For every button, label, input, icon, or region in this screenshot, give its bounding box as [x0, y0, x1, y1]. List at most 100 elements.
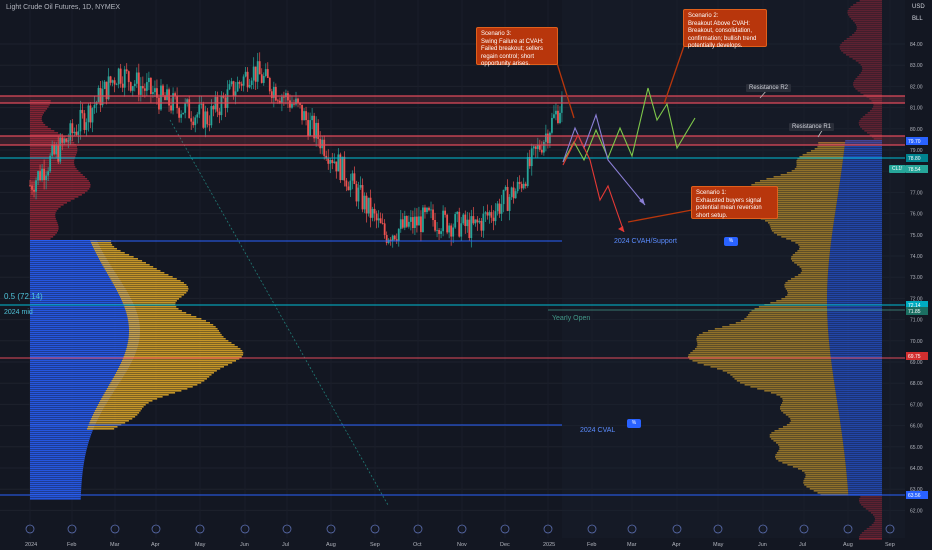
candle-body [361, 185, 364, 210]
volume-bar [835, 208, 882, 210]
volume-bar [827, 272, 882, 274]
scenario-projections [555, 45, 824, 233]
volume-bar [128, 328, 218, 330]
volume-bar [776, 300, 827, 302]
volume-bar [858, 124, 882, 126]
volume-bar [30, 444, 88, 446]
volume-bar [30, 306, 135, 308]
volume-bar [861, 128, 882, 130]
candle-body [559, 112, 561, 123]
volume-bar [30, 226, 59, 228]
volume-bar [30, 122, 44, 124]
scenario-2-callout[interactable]: Scenario 2: Breakout Above CVAH: Breakou… [683, 9, 767, 49]
volume-bar [750, 386, 835, 388]
volume-bar [30, 346, 138, 348]
volume-bar [832, 368, 882, 370]
volume-bar [848, 8, 882, 10]
candle-body [137, 72, 140, 95]
volume-bar [866, 528, 882, 530]
candle-body [268, 77, 271, 92]
volume-bar [30, 156, 76, 158]
volume-bar [849, 56, 882, 58]
volume-bar [30, 212, 56, 214]
volume-bar [111, 380, 205, 382]
volume-bar [696, 338, 829, 340]
volume-bar [30, 114, 43, 116]
volume-bar [30, 192, 86, 194]
volume-bar [827, 308, 882, 310]
candle-body [87, 105, 90, 123]
volume-bar [30, 488, 82, 490]
candle-body [194, 117, 197, 126]
cvah-marker[interactable]: % [724, 237, 738, 246]
volume-bar [702, 332, 829, 334]
scenario-1-callout[interactable]: Scenario 1: Exhausted buyers signal pote… [691, 186, 778, 219]
volume-bar [128, 326, 216, 328]
event-marker-icon [370, 524, 380, 534]
volume-bar [850, 6, 882, 8]
volume-bar [830, 248, 882, 250]
volume-bar [101, 398, 158, 400]
volume-bar [734, 378, 834, 380]
volume-bar [797, 468, 847, 470]
event-marker-icon [282, 524, 292, 534]
volume-bar [115, 288, 189, 290]
candle-body [264, 69, 267, 76]
candle-body [55, 145, 58, 155]
volume-bar [30, 458, 85, 460]
volume-bar [833, 380, 882, 382]
volume-bar [30, 162, 75, 164]
volume-bar [839, 48, 882, 50]
volume-bar [30, 168, 77, 170]
volume-bar [804, 478, 848, 480]
candle-body [466, 219, 469, 227]
candle-body [91, 108, 94, 123]
volume-bar [835, 392, 882, 394]
volume-bar [30, 206, 61, 208]
scenario-1-path [562, 133, 625, 233]
volume-bar [852, 34, 882, 36]
volume-bar [754, 182, 840, 184]
volume-bar [792, 254, 830, 256]
volume-bar [703, 364, 832, 366]
volume-bar [829, 258, 882, 260]
volume-bar [838, 190, 882, 192]
volume-bar [839, 182, 882, 184]
volume-bar [736, 380, 834, 382]
volume-bar [30, 404, 106, 406]
candle-body [156, 88, 158, 98]
candle-body [252, 66, 255, 81]
volume-bar [30, 166, 76, 168]
cval-marker[interactable]: % [627, 419, 641, 428]
candle-body [47, 171, 50, 176]
volume-bar [128, 338, 226, 340]
volume-bar [835, 212, 882, 214]
volume-bar [30, 410, 103, 412]
volume-bar [796, 264, 829, 266]
candle-body [486, 212, 489, 216]
volume-bar [30, 422, 96, 424]
volume-bar [123, 356, 242, 358]
volume-bar [128, 324, 214, 326]
volume-bar [829, 348, 882, 350]
volume-bar [860, 126, 882, 128]
candle-body [79, 109, 82, 132]
volume-bar [855, 78, 882, 80]
price-tick-label: 71.00 [910, 318, 923, 324]
volume-bar [30, 116, 42, 118]
volume-bar [840, 178, 882, 180]
volume-bar [833, 378, 882, 380]
volume-bar [30, 178, 88, 180]
candle-body [285, 93, 287, 98]
scenario-3-callout[interactable]: Scenario 3: Swing Failure at CVAH: Faile… [476, 27, 558, 67]
volume-bar [735, 322, 828, 324]
volume-bar [30, 110, 46, 112]
candle-body [254, 66, 257, 82]
price-label-box [906, 137, 928, 145]
volume-bar [834, 382, 882, 384]
volume-bar [30, 140, 72, 142]
candle-body [45, 175, 48, 181]
volume-bar [30, 230, 59, 232]
volume-bar [106, 272, 165, 274]
